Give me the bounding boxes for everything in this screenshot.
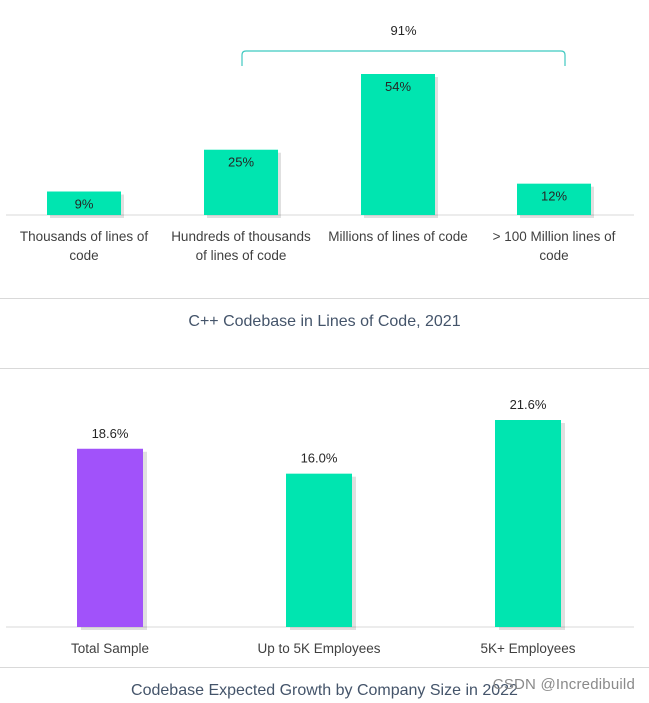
chart2-bar: [286, 473, 352, 627]
chart1-category-label: > 100 Million lines of: [493, 229, 616, 244]
chart1-value-label: 9%: [75, 197, 94, 212]
chart2-title: Codebase Expected Growth by Company Size…: [131, 682, 518, 699]
chart2-top-divider: [0, 368, 649, 369]
chart-expected-growth: 18.6% Total Sample 16.0% Up to 5K Employees…: [6, 397, 634, 656]
chart2-value-label: 16.0%: [301, 451, 338, 466]
chart2-category-label: Total Sample: [71, 641, 149, 656]
chart1-category-label: of lines of code: [196, 248, 287, 263]
chart1-bar: [517, 183, 591, 215]
chart1-bar: [47, 191, 121, 215]
chart1-value-label: 54%: [385, 79, 411, 94]
chart1-value-label: 12%: [541, 189, 567, 204]
chart1-bottom-divider: [0, 298, 649, 299]
chart1-annotation-label: 91%: [390, 23, 416, 38]
chart2-value-label: 18.6%: [92, 426, 129, 441]
watermark: CSDN @Incredibuild: [492, 676, 635, 693]
chart1-bar: [361, 74, 435, 215]
chart-lines-of-code: 9% Thousands of lines of code 25% Hundreds o…: [6, 23, 634, 263]
chart1-category-label: Millions of lines of code: [328, 229, 468, 244]
chart1-category-label: Hundreds of thousands: [171, 229, 311, 244]
chart2-value-label: 21.6%: [510, 397, 547, 412]
chart1-bar: [204, 149, 278, 215]
chart2-category-label: Up to 5K Employees: [257, 641, 380, 656]
chart2-bar: [77, 448, 143, 627]
chart2-category-label: 5K+ Employees: [481, 641, 576, 656]
chart2-bar: [495, 420, 561, 627]
chart1-bracket: [241, 50, 566, 66]
chart1-category-label: code: [69, 248, 98, 263]
chart2-bottom-divider: [0, 667, 649, 668]
chart1-category-label: Thousands of lines of: [20, 229, 149, 244]
chart1-value-label: 25%: [228, 155, 254, 170]
chart1-category-label: code: [539, 248, 568, 263]
chart1-title: C++ Codebase in Lines of Code, 2021: [188, 313, 461, 330]
